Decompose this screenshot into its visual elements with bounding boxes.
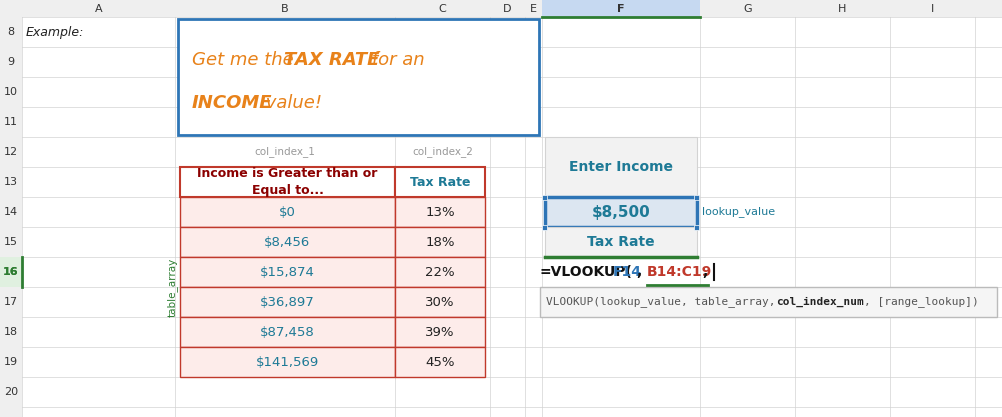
Text: 18: 18 (4, 327, 18, 337)
Text: 8: 8 (7, 27, 15, 37)
Bar (395, 257, 485, 287)
Text: for an: for an (366, 50, 425, 69)
Text: 45%: 45% (425, 356, 455, 369)
Bar (180, 317, 395, 347)
Text: 11: 11 (4, 117, 18, 127)
Bar (545, 227, 697, 257)
Text: Enter Income: Enter Income (569, 160, 673, 174)
Text: col_index_num: col_index_num (776, 297, 864, 307)
Text: $15,874: $15,874 (261, 266, 315, 279)
Bar (395, 287, 485, 317)
Text: F14: F14 (613, 265, 642, 279)
Bar (542, 194, 547, 199)
Text: $36,897: $36,897 (261, 296, 315, 309)
Text: 39%: 39% (425, 326, 455, 339)
Bar (180, 167, 395, 197)
Text: ,: , (702, 265, 707, 279)
Text: 16: 16 (3, 267, 19, 277)
Bar (180, 257, 395, 287)
Text: 12: 12 (4, 147, 18, 157)
Text: 30%: 30% (425, 296, 455, 309)
Text: TAX RATE: TAX RATE (284, 50, 380, 69)
Text: $8,500: $8,500 (591, 204, 650, 219)
Text: C: C (439, 3, 446, 13)
Bar (180, 347, 395, 377)
Bar (545, 197, 697, 227)
Text: I: I (931, 3, 934, 13)
Text: INCOME: INCOME (192, 93, 273, 111)
Text: B: B (282, 3, 289, 13)
Bar (180, 287, 395, 317)
Text: G: G (743, 3, 752, 13)
Text: 14: 14 (4, 207, 18, 217)
Text: 15: 15 (4, 237, 18, 247)
Text: value!: value! (260, 93, 322, 111)
Text: col_index_1: col_index_1 (255, 146, 316, 158)
Text: =VLOOKUP(: =VLOOKUP( (540, 265, 633, 279)
Bar (0, 0, 1002, 17)
Bar (180, 197, 395, 227)
Bar (180, 227, 395, 257)
Text: 17: 17 (4, 297, 18, 307)
Bar (395, 347, 485, 377)
Text: Example:: Example: (26, 25, 84, 38)
Text: col_index_2: col_index_2 (412, 146, 473, 158)
Text: A: A (94, 3, 102, 13)
Text: lookup_value: lookup_value (702, 206, 776, 217)
Bar (395, 197, 485, 227)
Text: 13: 13 (4, 177, 18, 187)
Text: 18%: 18% (425, 236, 455, 249)
Text: , [range_lookup]): , [range_lookup]) (864, 296, 979, 307)
Text: Get me the: Get me the (192, 50, 300, 69)
Text: 19: 19 (4, 357, 18, 367)
Bar (545, 137, 697, 197)
Text: D: D (503, 3, 512, 13)
Bar (395, 167, 485, 197)
Bar (395, 227, 485, 257)
Text: 22%: 22% (425, 266, 455, 279)
Text: table_array: table_array (166, 257, 177, 317)
Text: ,: , (637, 265, 647, 279)
Bar (540, 287, 997, 317)
Text: 10: 10 (4, 87, 18, 97)
Bar (0, 0, 22, 417)
Text: Tax Rate: Tax Rate (410, 176, 470, 188)
Bar (0, 257, 22, 287)
Bar (178, 19, 539, 135)
Text: VLOOKUP(lookup_value, table_array,: VLOOKUP(lookup_value, table_array, (546, 296, 783, 307)
Bar (395, 317, 485, 347)
Text: B14:C19: B14:C19 (647, 265, 712, 279)
Text: F: F (617, 3, 625, 13)
Text: 13%: 13% (425, 206, 455, 219)
Text: 9: 9 (7, 57, 15, 67)
Bar (542, 0, 700, 17)
Text: E: E (530, 3, 537, 13)
Text: Income is Greater than or
Equal to...: Income is Greater than or Equal to... (197, 167, 378, 197)
Text: Tax Rate: Tax Rate (587, 235, 655, 249)
Text: 16: 16 (3, 267, 19, 277)
Text: H: H (839, 3, 847, 13)
Text: $0: $0 (280, 206, 296, 219)
Text: $141,569: $141,569 (256, 356, 319, 369)
Text: $8,456: $8,456 (265, 236, 311, 249)
Bar (542, 224, 547, 229)
Bar (694, 194, 699, 199)
Bar (694, 224, 699, 229)
Text: $87,458: $87,458 (261, 326, 315, 339)
Text: 20: 20 (4, 387, 18, 397)
